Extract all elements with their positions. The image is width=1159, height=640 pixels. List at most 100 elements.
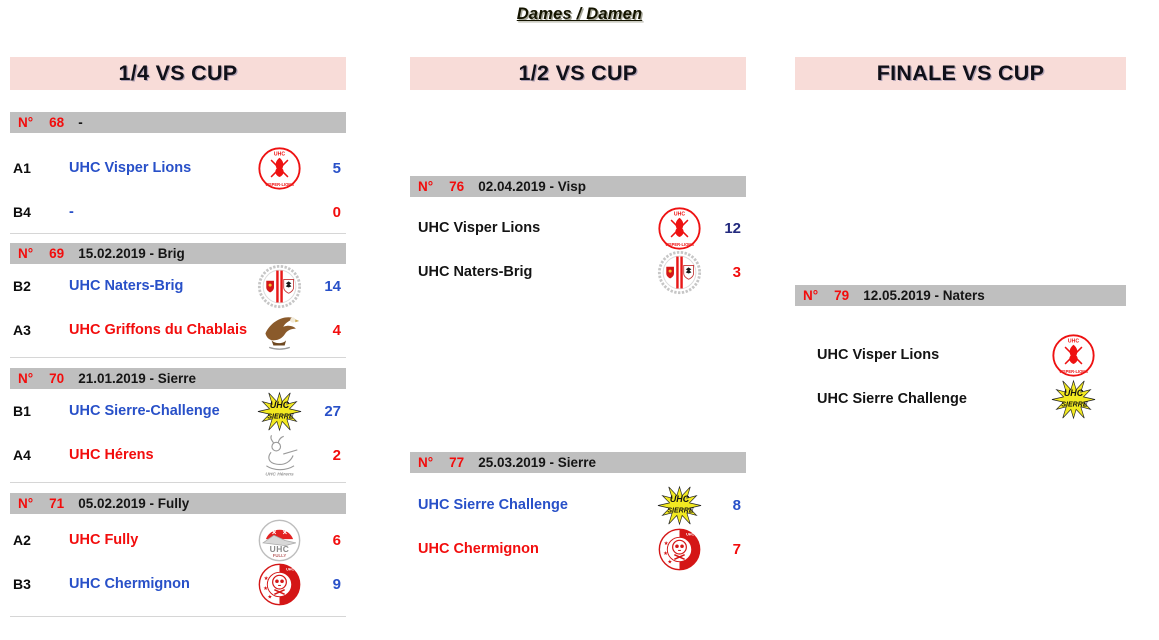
team-name: UHC Visper Lions <box>418 220 541 236</box>
team-name: UHC Sierre Challenge <box>817 391 967 407</box>
column-header-quarterfinal: 1/4 VS CUP <box>10 57 346 90</box>
team-name: UHC Visper Lions <box>69 160 192 176</box>
team-name: UHC Chermignon <box>69 576 190 592</box>
team-row: B4 - 0 <box>10 190 346 234</box>
team-score: 6 <box>332 531 341 549</box>
match-number: 68 <box>49 115 65 130</box>
team-score: 5 <box>332 159 341 177</box>
match-date-place: 12.05.2019 - Naters <box>863 288 985 303</box>
team-row: A2 UHC Fully 6 <box>10 518 346 562</box>
match-number: 76 <box>449 179 465 194</box>
match-number: 79 <box>834 288 850 303</box>
match-number-label: N° <box>18 115 34 130</box>
team-row: UHC Naters-Brig 3 <box>410 250 746 294</box>
match-date-place: - <box>78 115 83 130</box>
team-name: UHC Sierre Challenge <box>418 497 568 513</box>
team-row: UHC Sierre Challenge 8 <box>410 483 746 527</box>
match-block-71: N° 71 05.02.2019 - Fully A2 UHC Fully 6 … <box>10 493 346 617</box>
team-logo <box>256 432 302 478</box>
team-logo <box>256 517 302 563</box>
match-header-bar: N° 69 15.02.2019 - Brig <box>10 243 346 264</box>
team-row: A3 UHC Griffons du Chablais 4 <box>10 308 346 352</box>
team-score: 8 <box>732 496 741 514</box>
team-score: 9 <box>332 575 341 593</box>
match-header-bar: N° 77 25.03.2019 - Sierre <box>410 452 746 473</box>
column-header-semifinal: 1/2 VS CUP <box>410 57 746 90</box>
team-name: UHC Hérens <box>69 447 154 463</box>
match-number-label: N° <box>18 246 34 261</box>
team-score: 0 <box>332 203 341 221</box>
team-row: UHC Chermignon 7 <box>410 527 746 571</box>
team-logo <box>656 482 702 528</box>
team-name: UHC Griffons du Chablais <box>69 322 248 338</box>
seed-label: B3 <box>13 576 31 592</box>
team-row: A1 UHC Visper Lions 5 <box>10 146 346 190</box>
seed-label: A4 <box>13 447 31 463</box>
team-row: UHC Sierre Challenge <box>795 377 1126 421</box>
team-score: 2 <box>332 446 341 464</box>
team-name: UHC Visper Lions <box>817 347 940 363</box>
team-score: 3 <box>732 263 741 281</box>
match-block-68: N° 68 - A1 UHC Visper Lions 5 B4 - 0 <box>10 112 346 234</box>
team-score: 12 <box>724 219 741 237</box>
match-number-label: N° <box>18 496 34 511</box>
team-logo <box>656 205 702 251</box>
match-header-bar: N° 71 05.02.2019 - Fully <box>10 493 346 514</box>
match-number: 69 <box>49 246 65 261</box>
team-name: UHC Naters-Brig <box>69 278 184 294</box>
match-number-label: N° <box>803 288 819 303</box>
team-logo <box>256 561 302 607</box>
team-name: UHC Sierre-Challenge <box>69 403 220 419</box>
team-row: UHC Visper Lions 12 <box>410 206 746 250</box>
team-logo <box>656 249 702 295</box>
match-header-bar: N° 70 21.01.2019 - Sierre <box>10 368 346 389</box>
team-logo <box>256 388 302 434</box>
seed-label: B1 <box>13 403 31 419</box>
match-number: 70 <box>49 371 65 386</box>
team-name: UHC Naters-Brig <box>418 264 533 280</box>
match-date-place: 15.02.2019 - Brig <box>78 246 185 261</box>
team-logo <box>256 307 302 353</box>
team-score: 4 <box>332 321 341 339</box>
match-header-bar: N° 68 - <box>10 112 346 133</box>
team-logo <box>256 189 302 235</box>
team-row: A4 UHC Hérens 2 <box>10 433 346 477</box>
team-row: B1 UHC Sierre-Challenge 27 <box>10 389 346 433</box>
team-score: 27 <box>324 402 341 420</box>
match-block-77: N° 77 25.03.2019 - Sierre UHC Sierre Cha… <box>410 452 746 571</box>
team-name: - <box>69 204 74 220</box>
match-header-bar: N° 76 02.04.2019 - Visp <box>410 176 746 197</box>
team-logo <box>656 526 702 572</box>
match-date-place: 25.03.2019 - Sierre <box>478 455 597 470</box>
team-name: UHC Fully <box>69 532 139 548</box>
match-number-label: N° <box>418 455 434 470</box>
seed-label: B2 <box>13 278 31 294</box>
team-name: UHC Chermignon <box>418 541 539 557</box>
team-row: B2 UHC Naters-Brig 14 <box>10 264 346 308</box>
seed-label: B4 <box>13 204 31 220</box>
seed-label: A1 <box>13 160 31 176</box>
seed-label: A3 <box>13 322 31 338</box>
match-number-label: N° <box>418 179 434 194</box>
match-number: 77 <box>449 455 465 470</box>
match-number: 71 <box>49 496 65 511</box>
match-block-69: N° 69 15.02.2019 - Brig B2 UHC Naters-Br… <box>10 243 346 358</box>
match-header-bar: N° 79 12.05.2019 - Naters <box>795 285 1126 306</box>
team-logo <box>256 145 302 191</box>
match-date-place: 02.04.2019 - Visp <box>478 179 587 194</box>
page-title: Dames / Damen <box>516 5 643 23</box>
team-score: 7 <box>732 540 741 558</box>
match-block-70: N° 70 21.01.2019 - Sierre B1 UHC Sierre-… <box>10 368 346 483</box>
team-logo <box>256 263 302 309</box>
team-logo <box>1050 376 1096 422</box>
column-header-final: FINALE VS CUP <box>795 57 1126 90</box>
team-logo <box>1050 332 1096 378</box>
match-number-label: N° <box>18 371 34 386</box>
team-score: 14 <box>324 277 341 295</box>
match-date-place: 21.01.2019 - Sierre <box>78 371 197 386</box>
seed-label: A2 <box>13 532 31 548</box>
match-block-76: N° 76 02.04.2019 - Visp UHC Visper Lions… <box>410 176 746 294</box>
team-row: B3 UHC Chermignon 9 <box>10 562 346 606</box>
match-block-79: N° 79 12.05.2019 - Naters UHC Visper Lio… <box>795 285 1126 421</box>
match-date-place: 05.02.2019 - Fully <box>78 496 190 511</box>
